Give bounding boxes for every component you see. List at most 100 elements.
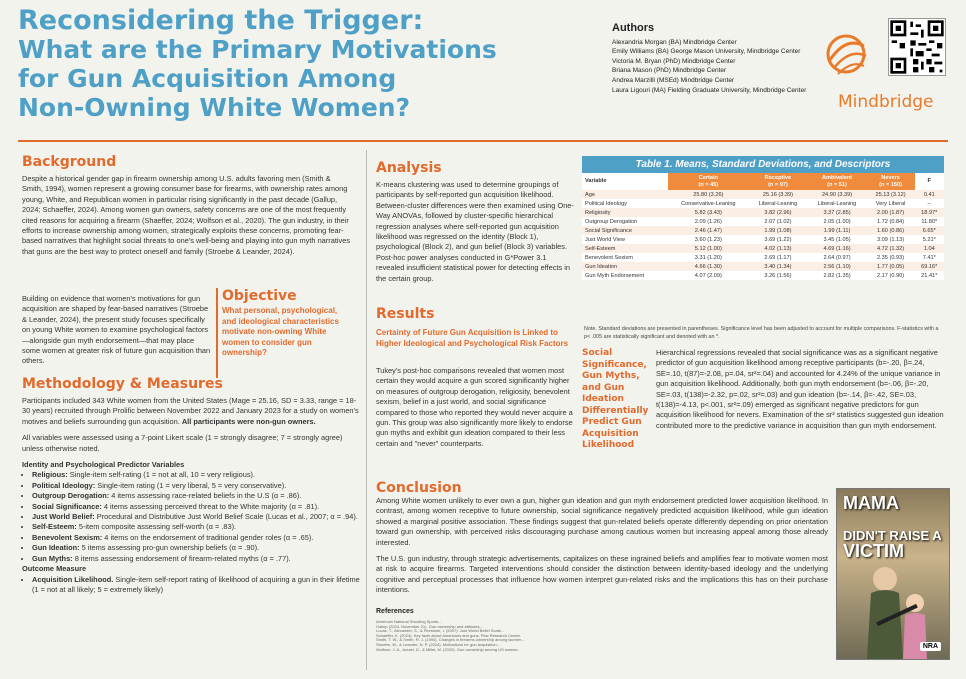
table-caption: Table 1. Means, Standard Deviations, and… bbox=[582, 156, 944, 173]
table-row: Just World View 3.60 (1.23) 3.69 (1.22) 3.4… bbox=[582, 235, 944, 244]
author-3: Victoria M. Bryan (PhD) Mindbridge Cente… bbox=[612, 57, 736, 65]
reference-item: Wolfson, J. A., Azrael, D., & Miller, M.… bbox=[376, 646, 519, 652]
ad-line-2: DIDN'T RAISE A bbox=[843, 528, 942, 543]
table-cell: 3.40 (1.34) bbox=[764, 263, 792, 270]
title-line-4: Non-Owning White Women? bbox=[18, 93, 411, 122]
reference-item: Schaeffer, K. (2024). Key facts about Am… bbox=[376, 632, 521, 638]
table-cell: Liberal-Leaning bbox=[817, 200, 857, 207]
table-cell: 24.90 (3.39) bbox=[821, 191, 853, 198]
regression-text: Hierarchical regressions revealed that s… bbox=[656, 348, 944, 430]
list-item: Outgroup Derogation: 4 items assessing r… bbox=[32, 491, 362, 501]
table-cell: 2.46 (1.47) bbox=[694, 227, 722, 234]
table-cell: 1.60 (0.86) bbox=[877, 227, 905, 234]
table-row: Gun Myth Endorsement 4.07 (2.09) 3.26 (1.5… bbox=[582, 271, 944, 280]
results-subheading: Certainty of Future Gun Acquisition is L… bbox=[376, 328, 569, 348]
table-grid: Variable Certain (n = 45) Receptive (n =… bbox=[582, 173, 944, 280]
predictor-heading: Identity and Psychological Predictor Var… bbox=[22, 460, 185, 470]
table-cell: 3.26 (1.56) bbox=[764, 272, 792, 279]
table-cell: 2.69 (1.17) bbox=[764, 254, 792, 261]
table-row: Social Significance 2.46 (1.47) 1.99 (1.08… bbox=[582, 226, 944, 235]
objective-text: What personal, psychological, and ideolo… bbox=[222, 306, 339, 357]
list-item: Social Significance: 4 items assessing p… bbox=[32, 502, 362, 512]
list-item: Just World Belief: Procedural and Distri… bbox=[32, 512, 362, 522]
table-cell: 1.72 (0.84) bbox=[877, 218, 905, 225]
table-cell: Religiosity bbox=[585, 209, 611, 216]
table-cell: Social Significance bbox=[585, 227, 632, 234]
table-cell: 2.56 (1.10) bbox=[823, 263, 851, 270]
author-4: Briana Mason (PhD) Mindbridge Center bbox=[612, 67, 727, 75]
poster-title: Reconsidering the Trigger: What are the … bbox=[18, 6, 598, 122]
table-cell: 2.00 (1.87) bbox=[877, 209, 905, 216]
ad-line-3: VICTIM bbox=[843, 541, 904, 561]
author-1: Alexandria Morgan (BA) Mindbridge Center bbox=[612, 38, 737, 46]
table-cell: 25.13 (3.12) bbox=[875, 191, 906, 198]
conclusion-p1: Among White women unlikely to ever own a… bbox=[376, 496, 828, 547]
table-header-row: Variable Certain (n = 45) Receptive (n =… bbox=[582, 173, 944, 190]
list-item: Acquisition Likelihood. Single-item self… bbox=[32, 575, 362, 596]
table-cell: Gun Ideation bbox=[585, 263, 618, 270]
methods-p1b: All participants were non-gun owners. bbox=[181, 416, 316, 426]
table-cell: 5.21* bbox=[922, 236, 936, 243]
ad-line-1: MAMA bbox=[843, 493, 899, 513]
table-row: Gun Ideation 4.66 (1.30) 3.40 (1.34) 2.56 (… bbox=[582, 262, 944, 271]
authors-heading: Authors bbox=[612, 22, 655, 34]
table-cell: 3.37 (2.85) bbox=[823, 209, 851, 216]
table-cell: 5.82 (3.43) bbox=[694, 209, 722, 216]
background-p1: Despite a historical gender gap in firea… bbox=[22, 174, 351, 256]
references-heading: References bbox=[376, 608, 414, 615]
conclusion-heading: Conclusion bbox=[376, 480, 462, 496]
brand-name: Mindbridge bbox=[838, 92, 934, 112]
table-cell: 6.65* bbox=[922, 227, 936, 234]
descriptives-table: Table 1. Means, Standard Deviations, and… bbox=[582, 156, 944, 280]
outcome-heading: Outcome Measure bbox=[22, 564, 87, 574]
table-note: Note. Standard deviations are presented … bbox=[584, 326, 939, 340]
table-header: Certain (n = 45) bbox=[668, 173, 749, 190]
table-cell: 2.35 (0.93) bbox=[877, 254, 905, 261]
table-cell: 3.31 (1.20) bbox=[694, 254, 722, 261]
table-cell: Gun Myth Endorsement bbox=[585, 272, 645, 279]
table-row: Political Ideology Conservative-Leaning Li… bbox=[582, 199, 944, 208]
background-p2: Building on evidence that women's motiva… bbox=[22, 294, 211, 366]
table-cell: 2.64 (0.97) bbox=[823, 254, 851, 261]
table-cell: 1.04 bbox=[923, 245, 935, 252]
methods-p1: Participants included 343 White women fr… bbox=[22, 396, 359, 426]
table-cell: Benevolent Sexism bbox=[585, 254, 633, 261]
conclusion-p2: The U.S. gun industry, through strategic… bbox=[376, 554, 828, 595]
column-divider bbox=[366, 150, 367, 670]
table-cell: 5.12 (1.00) bbox=[694, 245, 722, 252]
table-row: Religiosity 5.82 (3.43) 3.82 (2.96) 3.37 (2… bbox=[582, 208, 944, 217]
table-cell: 2.09 (1.26) bbox=[694, 218, 722, 225]
table-cell: 69.16* bbox=[921, 263, 938, 270]
reference-item: Smith, T. W., & Smith, R. J. (1994). Cha… bbox=[376, 637, 525, 643]
qr-code-icon[interactable] bbox=[888, 18, 946, 76]
conclusion-block: Among White women unlikely to ever own a… bbox=[376, 496, 828, 602]
table-cell: 3.82 (2.96) bbox=[764, 209, 792, 216]
table-cell: Outgroup Derogation bbox=[585, 218, 638, 225]
table-row: Benevolent Sexism 3.31 (1.20) 2.69 (1.17) 2… bbox=[582, 253, 944, 262]
table-cell: 11.80* bbox=[921, 218, 938, 225]
table-cell: 0.41 bbox=[923, 191, 935, 198]
list-item: Political Ideology: Single-item rating (… bbox=[32, 481, 362, 491]
list-item: Benevolent Sexism: 4 items on the endors… bbox=[32, 533, 362, 543]
title-line-3: for Gun Acquisition Among bbox=[18, 64, 397, 93]
reference-item: Gallup (2024, November 21). Gun ownershi… bbox=[376, 623, 483, 629]
references-list: American National Shooting Sports... Gal… bbox=[376, 619, 826, 652]
analysis-text: K-means clustering was used to determine… bbox=[376, 180, 574, 283]
outcome-list: Acquisition Likelihood. Single-item self… bbox=[22, 575, 362, 596]
author-2: Emily Williams (BA) George Mason Univers… bbox=[612, 48, 801, 56]
table-cell: Conservative-Leaning bbox=[681, 200, 736, 207]
table-cell: 1.99 (1.08) bbox=[764, 227, 792, 234]
author-5: Andrea Marzilli (MSEd) Mindbridge Center bbox=[612, 76, 735, 84]
table-cell: 25.80 (3.26) bbox=[693, 191, 724, 198]
table-cell: Liberal-Leaning bbox=[758, 200, 798, 207]
results-heading: Results bbox=[376, 306, 435, 322]
reference-item: Lucas, T., Alexander, S., & Firestone, I… bbox=[376, 628, 505, 634]
table-row: Age 25.80 (3.26) 25.16 (3.39) 24.90 (3.39) 2… bbox=[582, 190, 944, 199]
results-text: Tukey's post-hoc comparisons revealed th… bbox=[376, 366, 573, 448]
methods-block: Participants included 343 White women fr… bbox=[22, 396, 362, 595]
methods-heading: Methodology & Measures bbox=[22, 376, 223, 392]
regression-heading: Social Significance, Gun Myths, and Gun … bbox=[582, 348, 649, 450]
table-cell: 4.72 (1.32) bbox=[877, 245, 905, 252]
background-heading: Background bbox=[22, 154, 117, 170]
table-cell: 2.05 (1.00) bbox=[823, 218, 851, 225]
